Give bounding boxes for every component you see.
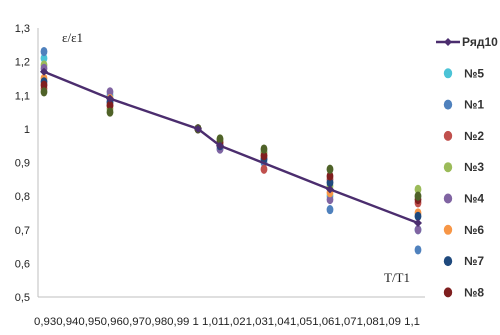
y-tick-label: 1 — [24, 124, 30, 136]
legend-label: №6 — [464, 223, 484, 237]
legend-item: №6 — [443, 223, 484, 237]
legend-swatch — [443, 256, 453, 267]
y-tick-label: 0,8 — [15, 191, 30, 203]
legend-label: №8 — [464, 285, 484, 299]
data-point — [106, 87, 114, 97]
legend-label: №5 — [464, 66, 484, 80]
legend-swatch — [443, 130, 453, 141]
legend-item: №2 — [443, 129, 484, 143]
main-line-marker — [326, 185, 334, 194]
data-point — [326, 171, 334, 181]
data-point — [260, 151, 268, 161]
legend-item: №3 — [443, 160, 484, 174]
legend-swatch — [443, 287, 453, 298]
legend-item: №4 — [443, 192, 484, 206]
data-point — [260, 164, 268, 174]
y-tick-labels: 0,5 0,6 0,7 0,8 0,9 1 1,1 1,2 1,3 — [15, 23, 30, 304]
legend-item: №1 — [443, 98, 484, 112]
legend-item: №8 — [443, 285, 484, 299]
data-point — [414, 211, 422, 221]
main-line-path — [43, 70, 419, 225]
legend-item: №5 — [443, 66, 484, 80]
y-tick-label: 0,9 — [15, 158, 30, 170]
data-point — [326, 178, 334, 188]
data-point — [414, 245, 422, 255]
data-point — [40, 46, 48, 57]
data-point — [40, 87, 48, 97]
x-axis-label: T/T1 — [384, 270, 410, 285]
data-point — [106, 100, 114, 110]
main-line-marker — [216, 141, 224, 150]
data-point — [40, 80, 48, 90]
legend-label: №1 — [464, 98, 484, 112]
data-point — [106, 107, 114, 117]
legend: Ряд10 №5 №1 №2 №3 №4 №6 №7 №8 — [436, 35, 498, 299]
y-tick-label: 0,6 — [15, 258, 30, 270]
legend-diamond-swatch — [444, 38, 452, 46]
main-line-marker — [414, 219, 422, 228]
legend-label: №3 — [464, 160, 484, 174]
legend-item: Ряд10 — [436, 35, 498, 49]
main-line-marker — [40, 67, 48, 76]
y-axis-label: ε/ε1 — [62, 30, 83, 45]
legend-swatch — [443, 68, 453, 79]
main-line-marker — [106, 94, 114, 103]
data-point — [40, 53, 48, 63]
legend-swatch — [443, 224, 453, 235]
y-tick-label: 1,1 — [15, 90, 30, 102]
y-tick-label: 0,5 — [15, 292, 30, 304]
main-line-series — [40, 67, 422, 228]
y-tick-label: 1,2 — [15, 57, 30, 69]
data-point — [326, 204, 334, 215]
data-point — [260, 144, 268, 154]
legend-label: №4 — [464, 192, 484, 206]
data-point — [414, 225, 422, 235]
data-point — [326, 194, 334, 205]
legend-swatch — [443, 162, 453, 173]
legend-swatch — [443, 193, 453, 204]
legend-item: №7 — [443, 254, 484, 268]
y-tick-label: 0,7 — [15, 225, 30, 237]
data-point — [216, 134, 224, 144]
data-point — [414, 191, 422, 201]
legend-label: Ряд10 — [462, 35, 498, 49]
legend-swatch — [443, 99, 453, 110]
data-point — [326, 164, 334, 174]
legend-label: №2 — [464, 129, 484, 143]
y-tick-label: 1,3 — [15, 23, 30, 35]
x-tick-labels: 0,930,940,950,960,970,980,99 1 1,011,021… — [34, 316, 420, 328]
main-line-marker — [194, 124, 202, 133]
legend-label: №7 — [464, 254, 484, 268]
data-point — [414, 184, 422, 194]
